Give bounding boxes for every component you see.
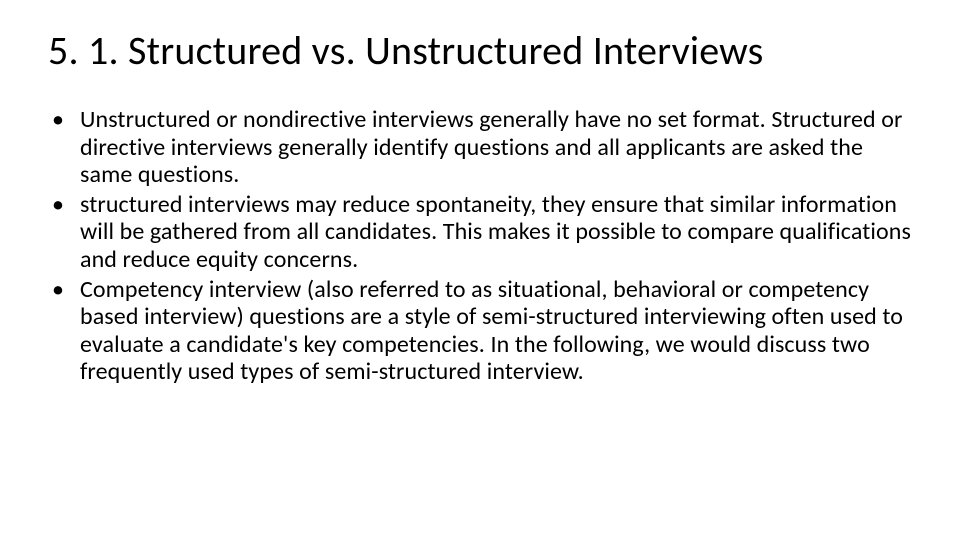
bullet-text: Competency interview (also referred to a… bbox=[80, 276, 912, 386]
bullet-item: • Unstructured or nondirective interview… bbox=[48, 106, 912, 189]
bullet-text: structured interviews may reduce spontan… bbox=[80, 191, 912, 274]
slide-title: 5. 1. Structured vs. Unstructured Interv… bbox=[48, 28, 912, 74]
bullet-marker-icon: • bbox=[48, 191, 80, 274]
bullet-marker-icon: • bbox=[48, 276, 80, 386]
bullet-item: • Competency interview (also referred to… bbox=[48, 276, 912, 386]
slide-body: • Unstructured or nondirective interview… bbox=[48, 106, 912, 386]
bullet-text: Unstructured or nondirective interviews … bbox=[80, 106, 912, 189]
slide: 5. 1. Structured vs. Unstructured Interv… bbox=[0, 0, 960, 540]
bullet-marker-icon: • bbox=[48, 106, 80, 189]
bullet-item: • structured interviews may reduce spont… bbox=[48, 191, 912, 274]
